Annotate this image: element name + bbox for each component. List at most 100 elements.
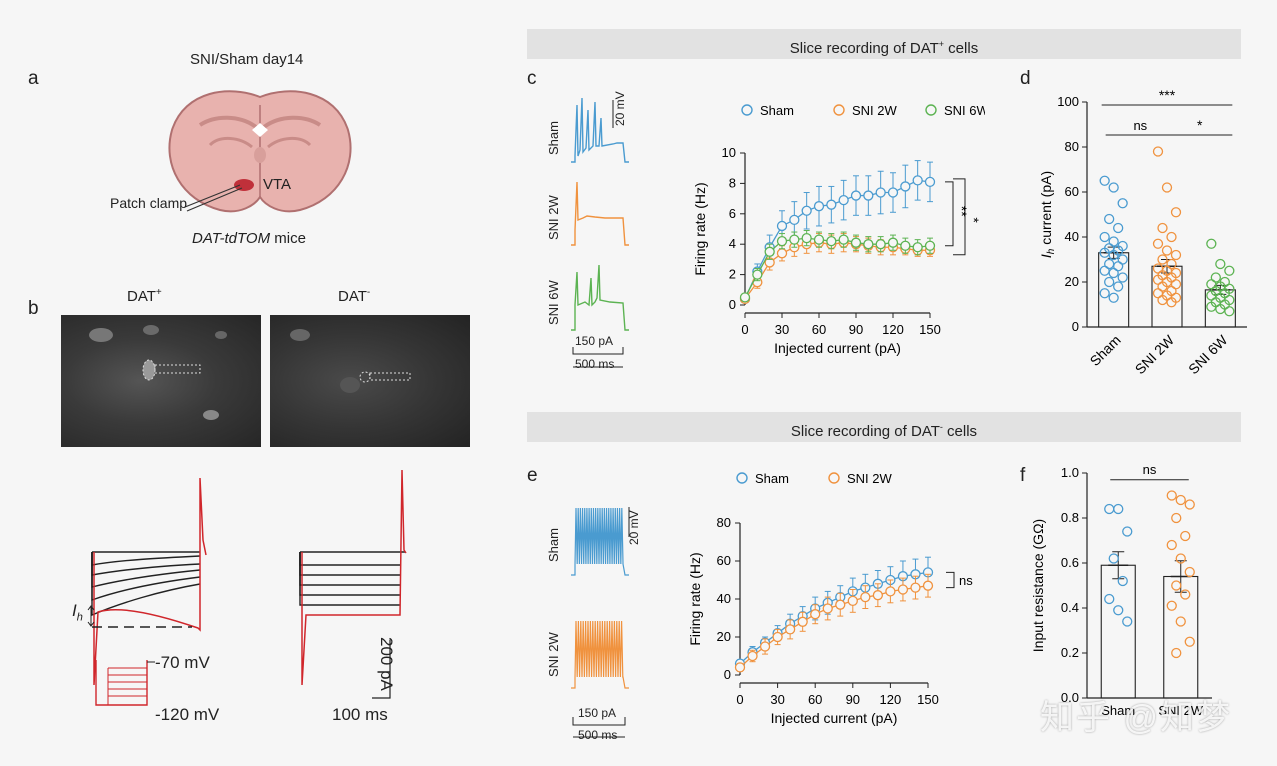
panel-letter-c: c <box>527 68 537 89</box>
x-tick-label: 60 <box>808 692 822 707</box>
data-point <box>1170 249 1182 261</box>
y-tick-label: 40 <box>717 591 731 606</box>
data-point <box>1113 503 1124 515</box>
bar-group-sham <box>1100 503 1136 699</box>
dat-plus-title: DAT+ <box>127 287 162 305</box>
banner-dat-plus: Slice recording of DAT+ cells <box>527 29 1241 59</box>
data-point <box>1108 182 1119 193</box>
data-point <box>801 232 812 244</box>
scale-x-label: 100 ms <box>332 705 388 724</box>
data-point <box>1184 636 1195 647</box>
sig-bracket <box>945 181 954 247</box>
legend-label: Sham <box>760 103 794 118</box>
y-tick-label: 0.6 <box>1061 555 1079 570</box>
legend-label: Sham <box>755 471 789 486</box>
series-sni-2w <box>734 573 934 673</box>
spike-path <box>571 507 629 576</box>
y-tick-label: 0 <box>724 667 731 682</box>
y-tick-label: 6 <box>729 206 736 221</box>
x-tick-label: SNI 2W <box>1158 703 1204 718</box>
data-point <box>797 616 808 627</box>
data-point <box>838 234 849 245</box>
data-point <box>872 590 884 601</box>
trace-e-sni2w <box>571 620 629 689</box>
data-point <box>1099 288 1110 299</box>
scale-y-label: 200 pA <box>377 637 396 691</box>
bar-group-sham <box>1098 175 1130 328</box>
sig-bracket <box>946 571 955 589</box>
y-tick-label: 0.2 <box>1061 645 1079 660</box>
sig-label: ns <box>959 573 973 588</box>
legend-label: SNI 2W <box>847 471 893 486</box>
vta-marker <box>234 179 254 191</box>
y-tick-label: 40 <box>1065 229 1079 244</box>
data-point <box>1166 297 1177 308</box>
chart-f: 0.0 0.2 0.4 0.6 0.8 1.0 Input resistance (GΩ) S… <box>1030 462 1212 718</box>
data-point <box>1152 146 1164 157</box>
y-tick-label: 0 <box>729 297 736 312</box>
voltage-step-protocol <box>95 660 155 706</box>
stim-time-c: 500 ms <box>575 357 615 371</box>
data-point <box>1224 265 1235 276</box>
data-point <box>847 595 858 607</box>
data-point <box>863 190 874 201</box>
data-point <box>1104 213 1115 225</box>
x-tick-label: Sham <box>1087 332 1124 369</box>
data-point <box>1161 182 1173 193</box>
data-point <box>850 237 862 248</box>
x-tick-label: 90 <box>849 322 863 337</box>
data-point <box>1104 258 1115 270</box>
data-point <box>1108 236 1119 247</box>
vta-label: VTA <box>263 176 292 193</box>
bar-group-sni-2w <box>1151 146 1183 328</box>
data-point <box>1224 306 1235 317</box>
data-point <box>1175 616 1186 627</box>
data-point <box>1104 276 1115 288</box>
data-point <box>789 234 800 245</box>
data-point <box>885 586 896 597</box>
data-point <box>776 236 788 247</box>
sig-label: ns <box>1133 118 1147 133</box>
data-point <box>900 181 911 192</box>
data-point <box>1166 490 1177 501</box>
data-point <box>1108 249 1119 261</box>
series-line <box>744 242 930 300</box>
data-point <box>813 234 825 245</box>
dat-minus-image <box>270 315 470 447</box>
y-tick-label: 80 <box>717 515 731 530</box>
y-tick-label: 0 <box>1072 319 1079 334</box>
bar-group-sni-2w <box>1163 490 1199 699</box>
data-point <box>801 205 812 216</box>
data-point <box>1215 258 1226 270</box>
data-point <box>776 220 788 232</box>
data-point <box>910 582 921 593</box>
dat-minus-title: DAT- <box>338 287 371 305</box>
y-tick-label: 4 <box>729 236 736 251</box>
data-point <box>1108 267 1119 279</box>
data-point <box>822 603 833 614</box>
data-point <box>1113 222 1124 234</box>
x-tick-label: 120 <box>882 322 904 337</box>
chart-c: 0 2 4 6 8 10 0 30 60 90 120 150 Injected current (pA… <box>692 103 985 356</box>
ih-current-traces <box>87 470 407 706</box>
data-point <box>1166 539 1177 551</box>
data-point <box>1117 272 1128 283</box>
x-tick-label: 30 <box>770 692 784 707</box>
series-line <box>744 237 931 298</box>
data-point <box>1108 292 1119 303</box>
stim-current-c: 150 pA <box>575 334 614 348</box>
data-point <box>1171 512 1182 524</box>
dat-plus-image <box>61 315 261 447</box>
legend-marker <box>833 104 845 116</box>
data-point <box>1099 231 1110 243</box>
data-point <box>1180 589 1191 600</box>
data-point <box>897 584 909 595</box>
trace-label-e-sham: Sham <box>546 528 561 562</box>
data-point <box>1152 263 1164 274</box>
y-tick-label: 20 <box>1065 274 1079 289</box>
bar-group-sni-6w <box>1204 238 1236 328</box>
scale-v-c: 20 mV <box>613 91 627 126</box>
data-point <box>1170 207 1182 218</box>
trace-label-c-sni2w: SNI 2W <box>546 195 561 240</box>
data-point <box>1104 503 1115 515</box>
